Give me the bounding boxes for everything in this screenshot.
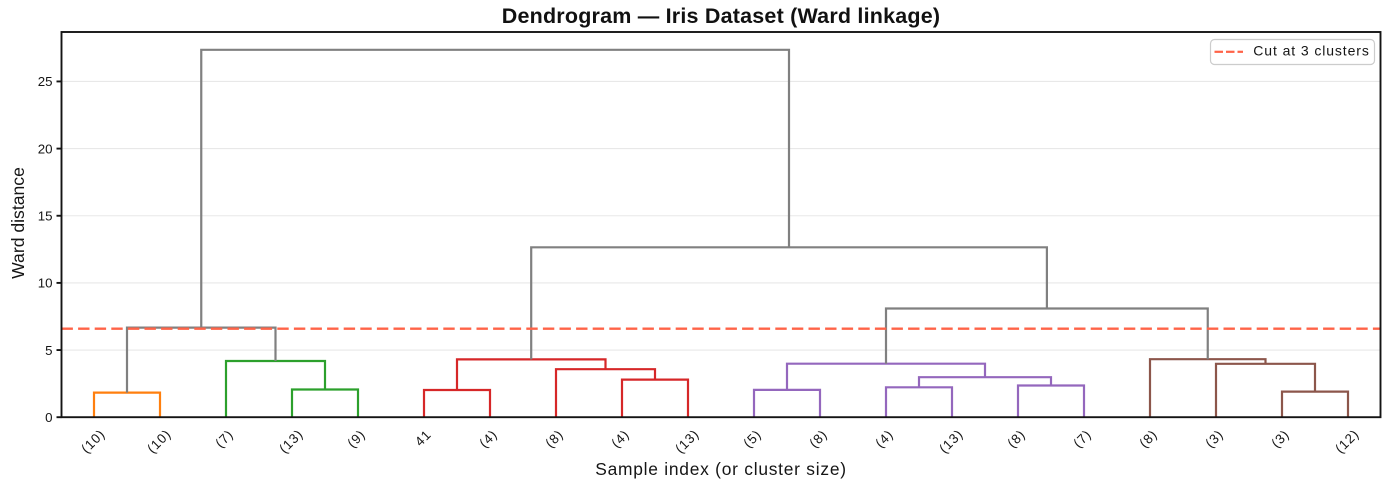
svg-text:Dendrogram — Iris Dataset (War: Dendrogram — Iris Dataset (Ward linkage) (502, 4, 941, 28)
svg-text:15: 15 (38, 208, 53, 223)
svg-text:Ward distance: Ward distance (8, 167, 28, 279)
svg-text:20: 20 (38, 141, 53, 156)
svg-text:Sample index (or cluster size): Sample index (or cluster size) (595, 459, 847, 479)
svg-text:10: 10 (38, 276, 53, 291)
svg-text:0: 0 (45, 410, 52, 425)
svg-text:5: 5 (45, 343, 52, 358)
svg-text:Cut at 3 clusters: Cut at 3 clusters (1253, 43, 1369, 59)
svg-text:25: 25 (38, 74, 53, 89)
